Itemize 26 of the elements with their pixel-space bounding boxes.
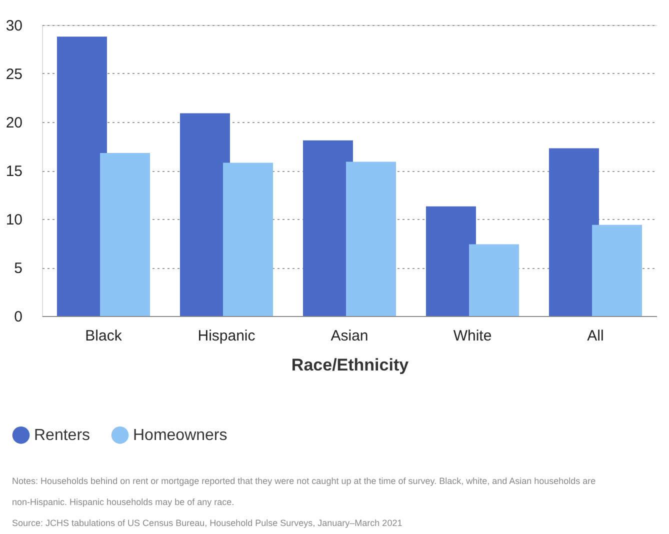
legend-label: Homeowners (133, 427, 228, 444)
y-tick-label: 15 (6, 163, 22, 180)
y-tick-label: 20 (6, 114, 22, 132)
x-tick-label: Hispanic (198, 328, 256, 344)
bar (592, 224, 642, 316)
bar (346, 162, 396, 316)
bar (56, 36, 107, 316)
y-tick-label: 5 (14, 260, 22, 277)
bar (548, 148, 599, 316)
x-tick-label: Asian (330, 328, 368, 344)
y-tick-label: 25 (6, 66, 22, 83)
x-tick-label: White (453, 328, 492, 344)
source-note: Source: JCHS tabulations of US Census Bureau, Household Pulse Surveys, January–March 2021 (12, 518, 402, 528)
x-axis-title: Race/Ethnicity (291, 356, 410, 374)
bar (426, 206, 476, 316)
text: non-Hispanic. Hispanic households may be of any race. (12, 497, 234, 507)
text: Notes: Households behind on rent or mortgage reported that they were not caught up at the time of survey. Black, white, and Asian households are (12, 476, 596, 486)
bar (100, 153, 150, 316)
bar (223, 162, 274, 316)
y-tick-label: 10 (6, 212, 22, 228)
y-tick-label: 30 (6, 18, 22, 34)
y-tick-label: 0 (14, 308, 22, 326)
bar (469, 244, 520, 316)
x-tick-label: All (587, 328, 604, 344)
legend-label: Renters (34, 427, 90, 444)
x-tick-label: Black (85, 328, 122, 344)
